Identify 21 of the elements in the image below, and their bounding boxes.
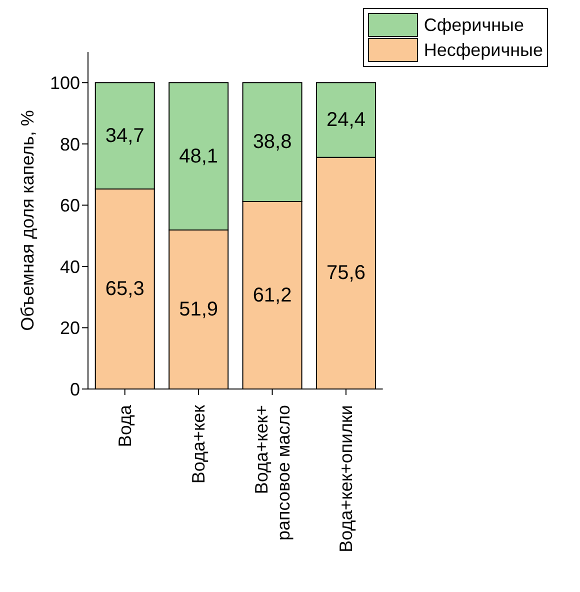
y-tick-label: 60 xyxy=(60,196,80,216)
y-tick-label: 20 xyxy=(60,318,80,338)
legend-label: Сферичные xyxy=(424,14,524,36)
data-label: 34,7 xyxy=(105,124,144,147)
x-tick-label: Вода+кек+ рапсовое масло xyxy=(251,405,294,540)
data-label: 65,3 xyxy=(105,278,144,300)
data-label: 75,6 xyxy=(326,262,366,284)
y-tick-label: 0 xyxy=(70,379,80,400)
data-label: 61,2 xyxy=(252,284,292,306)
y-tick-label: 80 xyxy=(60,134,80,154)
legend-label: Несферичные xyxy=(424,40,543,60)
y-tick-label: 40 xyxy=(60,256,80,277)
x-tick-label: Вода+кек+опилки xyxy=(336,405,356,552)
y-axis-title: Объемная доля капель, % xyxy=(17,110,38,331)
data-label: 38,8 xyxy=(252,131,292,154)
x-tick-label: Вода xyxy=(114,404,135,448)
y-tick-label: 100 xyxy=(50,73,80,94)
data-label: 48,1 xyxy=(179,145,218,168)
data-label: 51,9 xyxy=(179,298,218,320)
data-label: 24,4 xyxy=(326,109,366,132)
x-tick-label: Вода+кек xyxy=(188,404,209,484)
